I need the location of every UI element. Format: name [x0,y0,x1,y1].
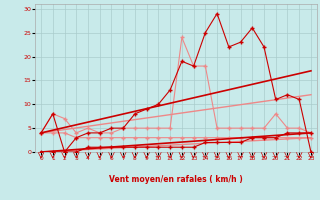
X-axis label: Vent moyen/en rafales ( km/h ): Vent moyen/en rafales ( km/h ) [109,175,243,184]
